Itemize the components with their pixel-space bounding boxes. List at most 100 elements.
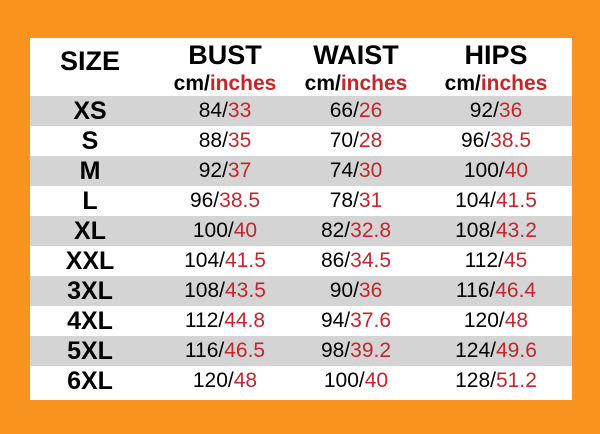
- unit-inches: inches: [480, 72, 548, 95]
- size-row: XS 84/33 66/26 92/36: [30, 96, 572, 126]
- measurement: 104/41.5: [425, 186, 567, 216]
- measurement: 108/43.5: [150, 276, 300, 306]
- measurement: 98/39.2: [280, 336, 432, 366]
- inch-value: 34.5: [350, 249, 392, 272]
- cm-value: 70/: [329, 129, 359, 152]
- cm-value: 92/: [198, 159, 228, 182]
- measurement: 104/41.5: [150, 246, 300, 276]
- measurement: 90/36: [280, 276, 432, 306]
- column-unit: cm/inches: [280, 72, 432, 96]
- cm-value: 98/: [320, 339, 351, 362]
- size-label: L: [82, 187, 98, 215]
- cm-value: 90/: [329, 279, 359, 302]
- inch-value: 26: [358, 99, 383, 122]
- unit-inches: inches: [209, 72, 277, 95]
- size-label: XS: [73, 97, 107, 125]
- inch-value: 43.5: [225, 279, 266, 302]
- inch-value: 33: [227, 99, 252, 122]
- cm-value: 124/: [455, 339, 496, 362]
- measurement: 100/40: [280, 366, 432, 396]
- measurement: 66/26: [280, 96, 432, 126]
- inch-value: 35: [227, 129, 252, 152]
- cm-value: 88/: [198, 129, 228, 152]
- measurement: 78/31: [280, 186, 432, 216]
- measurement: 116/46.4: [425, 276, 567, 306]
- inch-value: 46.4: [495, 279, 537, 302]
- measurement: 86/34.5: [280, 246, 432, 276]
- measurement: 94/37.6: [280, 306, 432, 336]
- cm-value: 100/: [192, 219, 234, 242]
- inch-value: 40: [233, 219, 258, 242]
- cm-value: 74/: [329, 159, 359, 182]
- cm-value: 96/: [460, 129, 491, 152]
- size-label: S: [81, 127, 99, 155]
- size-row: 4XL 112/44.8 94/37.6 120/48: [30, 306, 572, 336]
- cm-value: 112/: [464, 249, 504, 272]
- size-label: 3XL: [67, 277, 113, 305]
- cm-value: 108/: [184, 279, 225, 302]
- measurement: 128/51.2: [425, 366, 567, 396]
- size-label: 4XL: [67, 307, 113, 335]
- unit-cm: cm/: [173, 72, 210, 95]
- cm-value: 104/: [455, 189, 496, 212]
- measurement: 100/40: [150, 216, 300, 246]
- inch-value: 37.6: [350, 309, 392, 332]
- measurement: 120/48: [425, 306, 567, 336]
- inch-value: 32.8: [350, 219, 392, 242]
- inch-value: 46.5: [224, 339, 266, 362]
- size-label: 6XL: [67, 367, 113, 395]
- size-header: SIZE: [59, 46, 120, 76]
- measurement: 92/37: [150, 156, 300, 186]
- column-unit: cm/inches: [150, 72, 300, 96]
- size-row: XL 100/40 82/32.8 108/43.2: [30, 216, 572, 246]
- cm-value: 78/: [329, 189, 359, 212]
- cm-value: 104/: [184, 249, 225, 272]
- measurement: 112/44.8: [150, 306, 300, 336]
- size-row: 3XL 108/43.5 90/36 116/46.4: [30, 276, 572, 306]
- column-title: WAIST: [313, 40, 399, 70]
- cm-value: 116/: [184, 339, 225, 362]
- inch-value: 31: [358, 189, 383, 212]
- measurement: 116/46.5: [150, 336, 300, 366]
- measurement: 88/35: [150, 126, 300, 156]
- cm-value: 82/: [320, 219, 351, 242]
- cm-value: 120/: [463, 309, 505, 332]
- cm-value: 96/: [189, 189, 220, 212]
- inch-value: 45: [503, 249, 528, 272]
- size-row: XXL 104/41.5 86/34.5 112/45: [30, 246, 572, 276]
- measurement: 96/38.5: [150, 186, 300, 216]
- measurement: 92/36: [425, 96, 567, 126]
- unit-inches: inches: [340, 72, 408, 95]
- measurement: 108/43.2: [425, 216, 567, 246]
- inch-value: 48: [504, 309, 529, 332]
- size-row: 5XL 116/46.5 98/39.2 124/49.6: [30, 336, 572, 366]
- inch-value: 40: [364, 369, 389, 392]
- inch-value: 51.2: [496, 369, 537, 392]
- inch-value: 49.6: [496, 339, 537, 362]
- inch-value: 40: [504, 159, 529, 182]
- cm-value: 86/: [320, 249, 351, 272]
- unit-cm: cm/: [444, 72, 481, 95]
- size-chart: SIZE BUST cm/inches WAIST cm/inches HIPS cm/i…: [30, 38, 572, 400]
- cm-value: 120/: [192, 369, 234, 392]
- size-row: 6XL 120/48 100/40 128/51.2: [30, 366, 572, 396]
- cm-value: 100/: [463, 159, 505, 182]
- inch-value: 39.2: [350, 339, 392, 362]
- measurement: 82/32.8: [280, 216, 432, 246]
- inch-value: 36: [358, 279, 383, 302]
- size-row: L 96/38.5 78/31 104/41.5: [30, 186, 572, 216]
- inch-value: 38.5: [490, 129, 532, 152]
- inch-value: 30: [358, 159, 383, 182]
- measurement: 112/45: [425, 246, 567, 276]
- column-title: HIPS: [464, 40, 528, 70]
- measurement: 100/40: [425, 156, 567, 186]
- cm-value: 116/: [455, 279, 496, 302]
- inch-value: 36: [498, 99, 523, 122]
- inch-value: 41.5: [225, 249, 266, 272]
- size-row: S 88/35 70/28 96/38.5: [30, 126, 572, 156]
- cm-value: 94/: [320, 309, 351, 332]
- size-label: M: [79, 157, 101, 185]
- inch-value: 48: [233, 369, 258, 392]
- inch-value: 37: [227, 159, 252, 182]
- cm-value: 112/: [184, 309, 225, 332]
